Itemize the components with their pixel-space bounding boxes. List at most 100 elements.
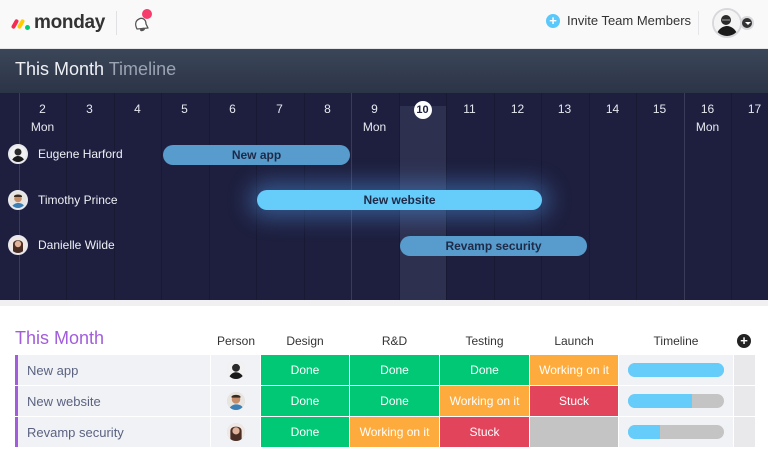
day-header: 13 [557,102,572,116]
plus-circle-icon: + [546,13,560,28]
row-extra-cell [734,417,755,447]
timeline-bar[interactable]: Revamp security [400,236,587,256]
timeline-person-row: Timothy Prince [8,190,118,210]
timeline-person-row: Danielle Wilde [8,235,115,255]
monday-logo-icon [10,16,32,30]
person-name: Eugene Harford [38,147,123,161]
status-cell-testing[interactable]: Stuck [440,417,529,447]
status-cell-testing[interactable]: Done [440,355,529,385]
timeline-bar-label: Revamp security [445,239,542,253]
column-header-rd[interactable]: R&D [381,334,408,348]
status-cell-design[interactable]: Done [261,355,349,385]
status-cell-rd[interactable]: Done [350,386,439,416]
invite-label: Invite Team Members [567,13,692,28]
person-cell[interactable] [211,417,260,447]
column-divider [731,93,732,300]
avatar[interactable] [8,235,28,255]
timeline-bar-label: New website [363,193,436,207]
timeline-bar[interactable]: New app [163,145,350,165]
day-header: 11 [463,102,476,116]
timeline-cell[interactable] [619,386,733,416]
person-name: Timothy Prince [38,193,118,207]
column-header-timeline[interactable]: Timeline [653,334,699,348]
day-header: 5 [181,102,188,116]
person-cell[interactable] [211,386,260,416]
timeline-title-primary: This Month [15,59,105,79]
add-column-button[interactable]: + [737,334,751,348]
divider [116,11,117,35]
avatar[interactable] [8,144,28,164]
day-header: 4 [134,102,141,116]
group-title[interactable]: This Month [15,328,105,348]
monday-logo[interactable]: monday [10,12,106,34]
status-cell-launch-empty[interactable] [530,417,618,447]
column-header-launch[interactable]: Launch [554,334,594,348]
bell-icon[interactable] [131,13,151,35]
avatar [226,392,245,410]
column-header-person[interactable]: Person [216,334,256,348]
table-row: New app Done Done Done Working on it [15,355,755,385]
day-header: 15 [652,102,667,116]
table-row: New website Done Done Working on it Stuc… [15,386,755,416]
avatar[interactable] [8,190,28,210]
timeline-title-secondary: Timeline [108,59,177,79]
avatar [226,361,245,379]
top-bar: monday + Invite Team Members [0,0,768,49]
timeline-progress-bar [628,394,724,408]
row-extra-cell [734,355,755,385]
status-cell-launch[interactable]: Working on it [530,355,618,385]
column-divider [256,93,257,300]
timeline-bar-highlighted[interactable]: New website [257,190,542,210]
column-header-testing[interactable]: Testing [465,334,504,348]
status-cell-rd[interactable]: Working on it [350,417,439,447]
day-header: 6 [229,102,236,116]
day-header: 12 [510,102,525,116]
column-divider [636,93,637,300]
day-header-today: 10 [399,101,446,122]
item-name[interactable]: Revamp security [15,417,210,447]
notification-badge [142,9,152,19]
user-avatar[interactable] [712,8,742,38]
timeline-cell[interactable] [619,355,733,385]
timeline-grid: 2 Mon 3 4 5 6 7 8 9 Mon 10 11 12 13 14 15 … [0,93,768,300]
column-divider [114,93,115,300]
day-header: 17 [747,102,762,116]
day-header: 2 Mon [30,102,55,134]
column-divider [161,93,162,300]
day-header: 14 [605,102,620,116]
column-divider [66,93,67,300]
timeline-title: This Month Timeline [15,59,176,80]
day-header: 3 [86,102,93,116]
status-cell-testing[interactable]: Working on it [440,386,529,416]
table-row: Revamp security Done Working on it Stuck [15,417,755,447]
item-name[interactable]: New app [15,355,210,385]
day-header: 16 Mon [695,102,720,134]
brand-name: monday [34,12,106,33]
row-extra-cell [734,386,755,416]
person-name: Danielle Wilde [38,238,115,252]
chevron-down-icon[interactable] [740,16,754,30]
timeline-person-row: Eugene Harford [8,144,123,164]
status-cell-design[interactable]: Done [261,417,349,447]
status-cell-launch[interactable]: Stuck [530,386,618,416]
column-header-design[interactable]: Design [286,334,324,348]
avatar [226,423,245,441]
item-name[interactable]: New website [15,386,210,416]
timeline-cell[interactable] [619,417,733,447]
section-divider [0,300,768,306]
day-header: 8 [324,102,331,116]
column-divider [684,93,685,300]
invite-team-members-button[interactable]: + Invite Team Members [546,13,691,28]
status-cell-rd[interactable]: Done [350,355,439,385]
status-cell-design[interactable]: Done [261,386,349,416]
person-cell[interactable] [211,355,260,385]
day-header: 9 Mon [362,102,387,134]
timeline-header: This Month Timeline [0,49,768,93]
column-divider [209,93,210,300]
day-header: 7 [276,102,283,116]
timeline-bar-label: New app [231,148,282,162]
timeline-progress-bar [628,363,724,377]
column-divider [589,93,590,300]
divider [698,11,699,35]
timeline-progress-bar [628,425,724,439]
